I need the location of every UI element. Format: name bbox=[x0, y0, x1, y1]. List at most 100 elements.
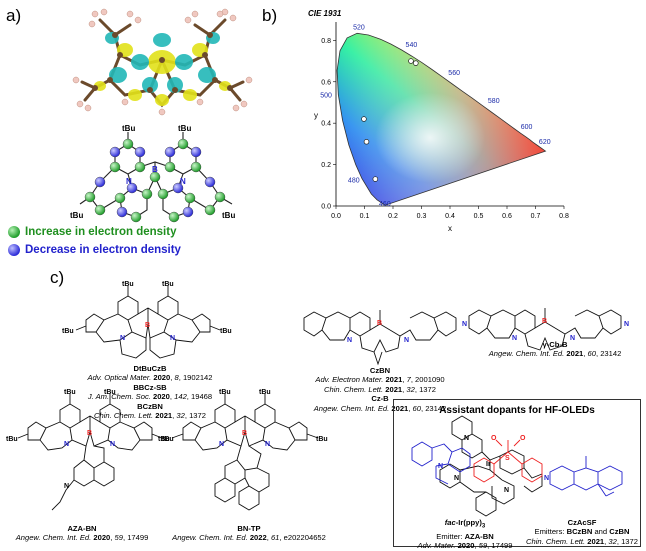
tbu-bottom-left-label: tBu bbox=[70, 211, 83, 220]
gcbb-n-pyridine-right: N bbox=[624, 321, 629, 328]
bntp-tbu-3: tBu bbox=[158, 436, 170, 443]
dtbuczb-n-right: N bbox=[170, 335, 175, 342]
electron-density-difference-picture bbox=[72, 8, 253, 116]
blue-sphere-icon bbox=[8, 244, 20, 256]
bn-tp-structure bbox=[171, 394, 319, 511]
irppy-n-3: N bbox=[504, 487, 509, 494]
x-tick-label-7: 0.7 bbox=[531, 213, 541, 220]
tbu-top-right-label: tBu bbox=[178, 124, 191, 133]
ir-ppy3-structure bbox=[439, 415, 543, 517]
irppy-emitter: Emitter: AZA-BN bbox=[436, 531, 494, 541]
azabn-name: AZA-BN bbox=[67, 524, 97, 533]
gamma-cb-b-structure bbox=[468, 308, 622, 351]
spectral-locus bbox=[336, 32, 547, 206]
czacsf-n-acridine: N bbox=[544, 475, 549, 482]
y-tick-label-1: 0.2 bbox=[321, 162, 331, 169]
gcbb-b-atom: B bbox=[542, 318, 547, 325]
czacsf-n-carbazole: N bbox=[438, 463, 443, 470]
wavelength-label-520: 520 bbox=[353, 24, 365, 31]
czb-ref: Angew. Chem. Int. Ed. 2021, 60, 23142 bbox=[313, 403, 447, 413]
y-axis-label: y bbox=[314, 111, 318, 120]
bntp-tbu-4: tBu bbox=[316, 436, 328, 443]
azabn-tbu-1: tBu bbox=[64, 389, 76, 396]
azabn-tbu-4: tBu bbox=[162, 436, 174, 443]
aza-bn-structure bbox=[17, 394, 163, 511]
azabn-ref: Angew. Chem. Int. Ed. 2020, 59, 17499 bbox=[15, 533, 149, 543]
bntp-tbu-1: tBu bbox=[219, 389, 231, 396]
emission-point-3 bbox=[408, 58, 414, 64]
czacsf-caption: CzAcSF Emitters: BCzBN and CzBN Chin. Ch… bbox=[522, 518, 642, 546]
wavelength-label-480: 480 bbox=[348, 177, 360, 184]
legend-decrease-label: Decrease in electron density bbox=[25, 244, 181, 256]
bntp-caption: BN-TP Angew. Chem. Int. Ed. 2022, 61, e2… bbox=[164, 524, 334, 543]
czbn-caption: CzBN Adv. Electron Mater. 2021, 7, 20010… bbox=[300, 366, 460, 413]
bntp-n-right: N bbox=[265, 441, 270, 448]
x-tick-label-1: 0.1 bbox=[360, 213, 370, 220]
panel-label-c: c) bbox=[50, 268, 65, 287]
wavelength-label-460: 460 bbox=[379, 201, 391, 208]
bczbn-name: BCzBN bbox=[137, 401, 163, 411]
gcbb-n-pyridine-left: N bbox=[462, 321, 467, 328]
x-axis-label: x bbox=[448, 224, 452, 233]
density-change-schematic: tBu tBu tBu tBu N B N bbox=[70, 124, 235, 223]
czacsf-structure bbox=[411, 439, 623, 497]
assistant-dopants-box: Assistant dopants for HF-OLEDs bbox=[393, 399, 641, 547]
x-tick-label-0: 0.0 bbox=[331, 213, 341, 220]
x-tick-label-6: 0.6 bbox=[502, 213, 512, 220]
dtbuczb-ref: Adv. Optical Mater. 2020, 8, 1902142 bbox=[87, 373, 213, 383]
legend-decrease: Decrease in electron density bbox=[8, 244, 181, 256]
y-tick-label-0: 0.0 bbox=[321, 204, 331, 211]
atom-n-right: N bbox=[180, 177, 186, 186]
gcbb-n-left: N bbox=[512, 335, 517, 342]
assistant-dopants-title: Assistant dopants for HF-OLEDs bbox=[439, 405, 595, 416]
gcbb-ref: Angew. Chem. Int. Ed. 2021, 60, 23142 bbox=[488, 349, 622, 359]
azabn-n-left: N bbox=[64, 441, 69, 448]
irppy-ir-atom: Ir bbox=[486, 461, 491, 468]
irppy-caption: fac-Ir(ppy)3 Emitter: AZA-BN Adv. Mater.… bbox=[405, 518, 525, 551]
bbczsb-ref: J. Am. Chem. Soc. 2020, 142, 19468 bbox=[87, 392, 213, 402]
dtbuczb-tbu-1: tBu bbox=[122, 281, 134, 288]
atom-n-left: N bbox=[126, 177, 132, 186]
molecule-structures: B N N tBu tBu tBu tBu B N N B N N N N B … bbox=[6, 281, 629, 517]
gcbb-caption: γ-Cb-B Angew. Chem. Int. Ed. 2021, 60, 2… bbox=[475, 340, 635, 359]
gamut-white-point bbox=[375, 92, 486, 183]
x-tick-label-5: 0.5 bbox=[474, 213, 484, 220]
azabn-tbu-3: tBu bbox=[6, 436, 18, 443]
x-tick-label-8: 0.8 bbox=[559, 213, 569, 220]
y-tick-label-2: 0.4 bbox=[321, 121, 331, 128]
czbn-ref-2: Chin. Chem. Lett. 2021, 32, 1372 bbox=[324, 384, 436, 394]
dtbuczb-caption: DtBuCzB Adv. Optical Mater. 2020, 8, 190… bbox=[70, 364, 230, 420]
czbn-structure bbox=[303, 310, 457, 366]
bntp-ref: Angew. Chem. Int. Ed. 2022, 61, e2022046… bbox=[172, 533, 326, 543]
azabn-caption: AZA-BN Angew. Chem. Int. Ed. 2020, 59, 1… bbox=[2, 524, 162, 543]
irppy-n-2: N bbox=[454, 475, 459, 482]
irppy-n-1: N bbox=[464, 435, 469, 442]
czacsf-s-atom: S bbox=[505, 455, 510, 462]
wavelength-label-620: 620 bbox=[539, 139, 551, 146]
legend-increase-label: Increase in electron density bbox=[25, 226, 177, 238]
wavelength-label-540: 540 bbox=[406, 42, 418, 49]
czbn-n-left: N bbox=[347, 337, 352, 344]
bntp-tbu-2: tBu bbox=[259, 389, 271, 396]
bntp-b-atom: B bbox=[242, 430, 247, 437]
x-tick-label-4: 0.4 bbox=[445, 213, 455, 220]
bbczsb-name: BBCz-SB bbox=[133, 382, 167, 392]
tbu-bottom-right-label: tBu bbox=[222, 211, 235, 220]
emission-point-0 bbox=[372, 176, 379, 182]
dtbuczb-name: DtBuCzB bbox=[133, 364, 167, 373]
x-tick-label-2: 0.2 bbox=[388, 213, 398, 220]
azabn-n-right: N bbox=[110, 441, 115, 448]
legend-increase: Increase in electron density bbox=[8, 226, 176, 238]
wavelength-label-600: 600 bbox=[521, 124, 533, 131]
y-tick-label-3: 0.6 bbox=[321, 79, 331, 86]
dtbuczb-tbu-4: tBu bbox=[220, 328, 232, 335]
bntp-name: BN-TP bbox=[237, 524, 261, 533]
czb-name: Cz-B bbox=[371, 394, 389, 404]
y-tick-label-4: 0.8 bbox=[321, 38, 331, 45]
azabn-tbu-2: tBu bbox=[104, 389, 116, 396]
irppy-name: fac-Ir(ppy)3 bbox=[444, 518, 486, 530]
wavelength-label-560: 560 bbox=[448, 70, 460, 77]
gcbb-n-right: N bbox=[570, 335, 575, 342]
czbn-name: CzBN bbox=[369, 366, 391, 375]
wavelength-label-580: 580 bbox=[488, 98, 500, 105]
